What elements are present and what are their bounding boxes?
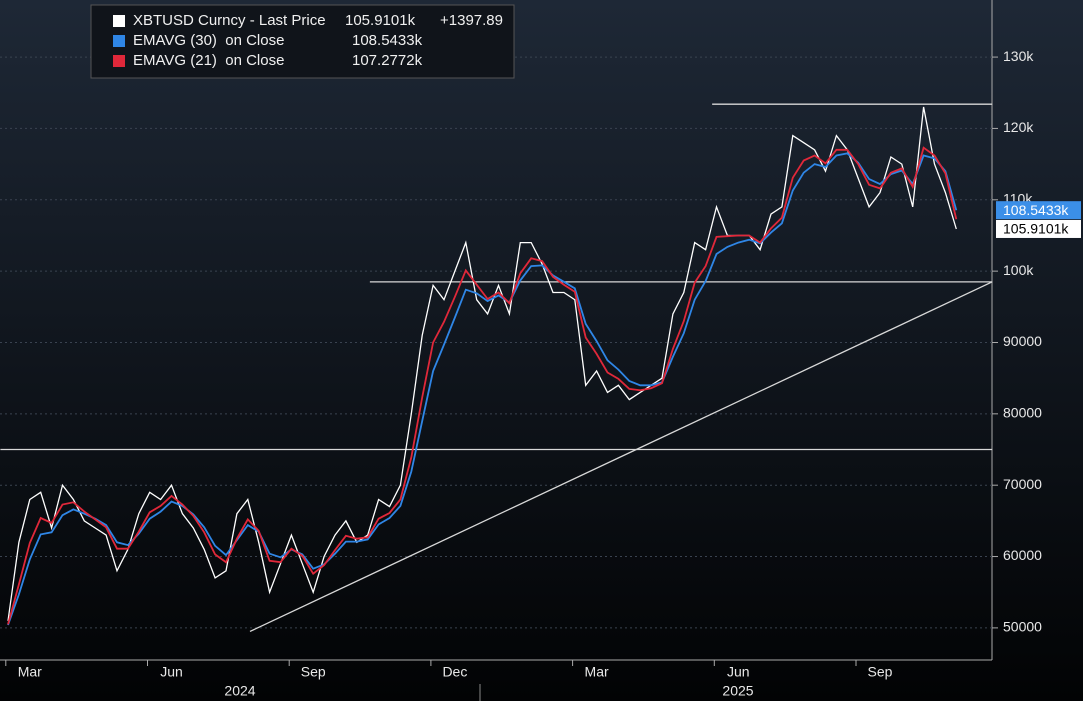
legend-box bbox=[90, 4, 515, 79]
value-tag-label: 105.9101k bbox=[1003, 221, 1069, 237]
legend-label: XBTUSD Curncy - Last Price bbox=[133, 12, 326, 29]
y-tick-label: 120k bbox=[1003, 119, 1034, 135]
trend-line bbox=[249, 281, 993, 633]
x-tick-label: Sep bbox=[868, 664, 893, 680]
y-tick-label: 130k bbox=[1003, 48, 1034, 64]
x-tick-label: Jun bbox=[160, 664, 183, 680]
y-tick-label: 100k bbox=[1003, 262, 1034, 278]
x-tick-label: Sep bbox=[301, 664, 326, 680]
x-tick-label: Dec bbox=[442, 664, 467, 680]
legend-value: 105.9101k bbox=[345, 12, 416, 29]
legend-label: EMAVG (30) on Close bbox=[133, 32, 284, 49]
y-tick-label: 80000 bbox=[1003, 405, 1042, 421]
legend-value: 107.2772k bbox=[352, 52, 423, 69]
legend-swatch bbox=[113, 35, 125, 47]
plot: 5000060000700008000090000100k110k120k130… bbox=[0, 48, 1081, 699]
x-tick-label: Mar bbox=[585, 664, 609, 680]
series-line bbox=[7, 106, 957, 621]
x-tick-label: Jun bbox=[727, 664, 750, 680]
legend-swatch bbox=[113, 15, 125, 27]
series-line bbox=[7, 146, 958, 625]
year-label: 2024 bbox=[224, 683, 255, 699]
legend-label: EMAVG (21) on Close bbox=[133, 52, 284, 69]
value-tag bbox=[996, 201, 1081, 220]
y-tick-label: 50000 bbox=[1003, 619, 1042, 635]
value-tag bbox=[996, 219, 1081, 238]
y-tick-label: 70000 bbox=[1003, 476, 1042, 492]
year-label: 2025 bbox=[722, 683, 753, 699]
y-tick-label: 90000 bbox=[1003, 333, 1042, 349]
legend-change: +1397.89 bbox=[440, 12, 503, 29]
x-tick-label: Mar bbox=[18, 664, 42, 680]
series-line bbox=[7, 152, 958, 626]
legend-value: 108.5433k bbox=[352, 32, 423, 49]
legend-swatch bbox=[113, 55, 125, 67]
value-tag-label: 108.5433k bbox=[1003, 202, 1069, 218]
y-tick-label: 60000 bbox=[1003, 547, 1042, 563]
legend: XBTUSD Curncy - Last Price 105.9101k +1397… bbox=[90, 4, 515, 79]
